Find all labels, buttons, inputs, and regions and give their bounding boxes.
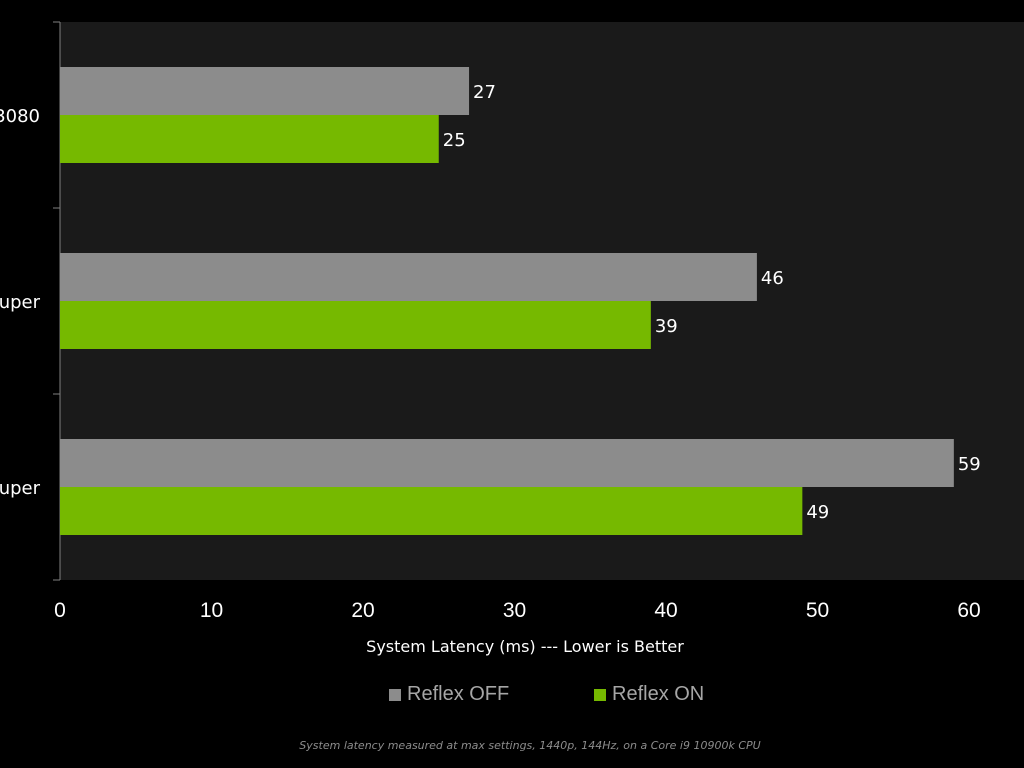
data-label: 49 <box>806 502 829 523</box>
category-label: uper <box>0 478 41 499</box>
category-label: 3080 <box>0 106 40 127</box>
category-label: uper <box>0 292 41 313</box>
data-label: 27 <box>473 82 496 103</box>
legend-swatch-on <box>594 688 606 701</box>
legend-label-off: Reflex OFF <box>407 683 510 705</box>
bar <box>60 439 954 487</box>
bar <box>60 487 803 535</box>
x-tick-label: 10 <box>200 599 223 622</box>
x-tick-label: 50 <box>806 599 829 622</box>
x-axis-title: System Latency (ms) --- Lower is Better <box>366 637 684 656</box>
data-label: 25 <box>443 130 466 151</box>
x-tick-label: 60 <box>957 599 980 622</box>
data-label: 39 <box>655 316 678 337</box>
data-label: 59 <box>958 454 981 475</box>
x-tick-label: 30 <box>503 599 526 622</box>
bar <box>60 115 439 163</box>
legend-label-on: Reflex ON <box>612 683 705 705</box>
x-tick-label: 0 <box>54 599 66 622</box>
x-tick-label: 20 <box>351 599 374 622</box>
x-tick-label: 40 <box>654 599 677 622</box>
bar <box>60 301 651 349</box>
bar <box>60 253 757 301</box>
data-label: 46 <box>761 268 784 289</box>
footnote: System latency measured at max settings,… <box>299 739 761 752</box>
legend-swatch-off <box>389 688 401 701</box>
legend-item-reflex-off: Reflex OFF <box>389 683 509 706</box>
legend-item-reflex-on: Reflex ON <box>594 683 704 706</box>
bar <box>60 67 470 115</box>
